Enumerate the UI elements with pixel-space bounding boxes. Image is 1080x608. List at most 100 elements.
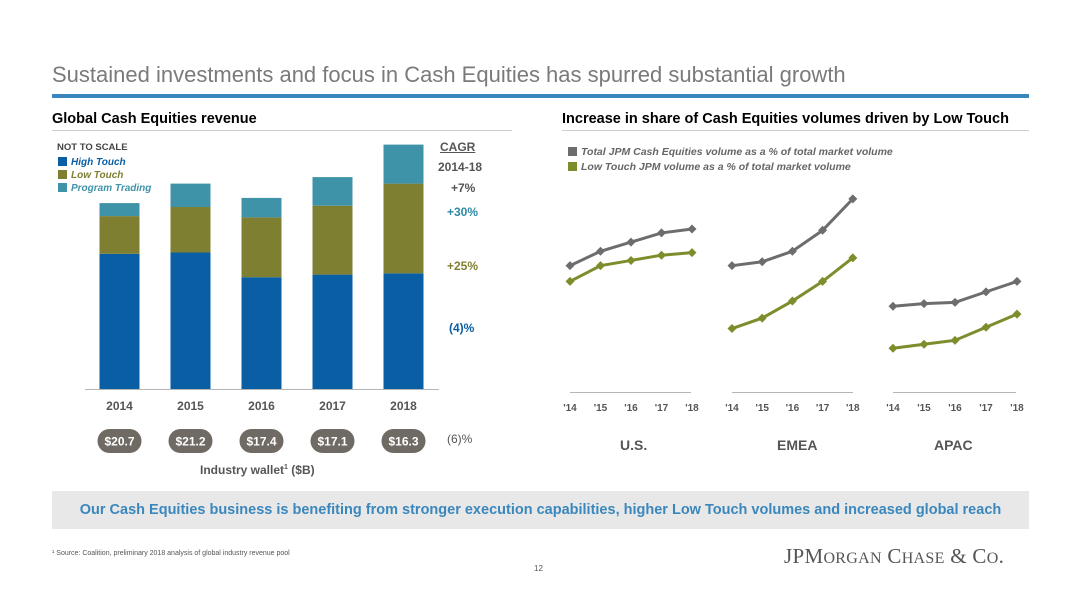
bar-program-trading-2016 [241,197,282,218]
line-x-tick-u-s-4: '18 [685,403,699,414]
line-point-total-emea-1 [757,257,767,267]
line-x-tick-emea-2: '16 [786,403,800,414]
bar-x-tick-2014: 2014 [106,399,133,413]
line-point-low-touch-emea-4 [848,253,858,263]
line-point-total-emea-0 [727,261,737,271]
line-point-low-touch-apac-3 [981,322,991,332]
cagr-program-trading: +30% [447,205,479,219]
left-section-heading: Global Cash Equities revenue [52,111,257,127]
line-point-low-touch-emea-3 [818,276,828,286]
legend-label-high-touch: High Touch [71,157,126,168]
line-x-tick-apac-0: '14 [886,403,900,414]
line-point-low-touch-u-s-0 [565,276,575,286]
line-x-tick-emea-0: '14 [725,403,739,414]
legend-label-low-touch: Low Touch [71,170,124,181]
line-point-low-touch-u-s-2 [626,255,636,265]
line-x-tick-u-s-1: '15 [594,403,608,414]
legend-swatch-program-trading [58,183,67,192]
bar-high-touch-2015 [170,252,211,389]
industry-wallet-label-text: Industry wallet [200,463,285,477]
title-divider [52,94,1029,98]
bar-x-tick-2017: 2017 [319,399,346,413]
bar-x-tick-2018: 2018 [390,399,417,413]
legend-low-touch-volume: Low Touch JPM volume as a % of total mar… [568,161,851,173]
legend-label-program-trading: Program Trading [71,183,152,194]
line-point-low-touch-apac-0 [888,343,898,353]
bar-program-trading-2017 [312,177,353,206]
line-point-low-touch-emea-0 [727,324,737,334]
line-point-total-u-s-4 [687,224,697,234]
line-x-tick-apac-3: '17 [979,403,993,414]
line-point-total-u-s-2 [626,237,636,247]
line-point-low-touch-apac-2 [950,335,960,345]
line-x-tick-apac-1: '15 [917,403,931,414]
bar-low-touch-2018 [383,183,424,274]
wallet-value-2017: $17.1 [317,435,347,449]
legend-program-trading: Program Trading [58,183,151,194]
bar-low-touch-2017 [312,205,353,275]
line-point-low-touch-apac-4 [1012,309,1022,319]
legend-label-total-volume: Total JPM Cash Equities volume as a % of… [581,146,893,158]
bar-program-trading-2014 [99,203,140,217]
line-x-tick-emea-1: '15 [755,403,769,414]
line-point-total-apac-1 [919,299,929,309]
line-point-total-apac-2 [950,297,960,307]
page-title: Sustained investments and focus in Cash … [52,62,846,87]
wallet-value-2016: $17.4 [246,435,276,449]
legend-label-low-touch-volume: Low Touch JPM volume as a % of total mar… [581,161,851,173]
industry-wallet-footnote-ref: 1 [284,464,288,471]
legend-low-touch: Low Touch [58,170,123,181]
cagr-range: 2014-18 [438,160,483,174]
wallet-pill-2014 [97,429,142,453]
company-logo: JPMORGAN CHASE & CO. [784,544,1005,568]
line-series-low-touch-emea [731,256,854,330]
line-x-tick-u-s-2: '16 [624,403,638,414]
bar-low-touch-2015 [170,207,211,253]
industry-wallet-label: Industry wallet1 ($B) [200,463,315,477]
line-point-total-u-s-3 [657,228,666,238]
key-message-text: Our Cash Equities business is benefiting… [79,502,1002,518]
legend-swatch-low-touch [58,170,67,179]
industry-wallet-unit: ($B) [287,463,315,477]
panel-label-us: U.S. [620,437,648,453]
bar-program-trading-2015 [170,183,211,207]
right-section-divider [562,130,1029,131]
legend-high-touch: High Touch [58,157,126,168]
line-point-low-touch-u-s-3 [657,250,666,260]
legend-total-volume: Total JPM Cash Equities volume as a % of… [568,146,893,158]
line-point-total-emea-4 [848,194,858,204]
cagr-industry-wallet: (6)% [447,432,473,446]
right-section-heading: Increase in share of Cash Equities volum… [562,111,1009,127]
cagr-low-touch: +25% [447,259,479,273]
wallet-value-2018: $16.3 [388,435,418,449]
line-x-tick-apac-4: '18 [1010,403,1024,414]
page-number: 12 [534,564,543,573]
bar-program-trading-2018 [383,144,424,184]
line-point-low-touch-u-s-1 [596,261,605,271]
line-point-total-emea-2 [787,246,797,256]
left-section-divider [52,130,512,131]
panel-label-emea: EMEA [777,437,818,453]
key-message-banner: Our Cash Equities business is benefiting… [52,491,1029,529]
line-x-tick-apac-2: '16 [948,403,962,414]
legend-swatch-low-touch-volume [568,162,577,171]
line-x-tick-u-s-3: '17 [655,403,669,414]
line-point-total-apac-3 [981,287,991,297]
cagr-heading: CAGR [440,140,476,154]
bar-low-touch-2016 [241,217,282,278]
wallet-pill-2017 [310,429,355,453]
bar-x-tick-2016: 2016 [248,399,275,413]
bar-high-touch-2014 [99,253,140,389]
bar-high-touch-2018 [383,273,424,389]
line-point-low-touch-u-s-4 [687,248,697,258]
bar-high-touch-2017 [312,274,353,389]
bar-high-touch-2016 [241,277,282,389]
bar-x-tick-2015: 2015 [177,399,204,413]
wallet-pill-2015 [168,429,213,453]
footnote: ¹ Source: Coalition, preliminary 2018 an… [52,550,290,557]
bar-low-touch-2014 [99,216,140,254]
not-to-scale-note: NOT TO SCALE [57,142,128,153]
line-point-total-apac-0 [888,301,898,311]
